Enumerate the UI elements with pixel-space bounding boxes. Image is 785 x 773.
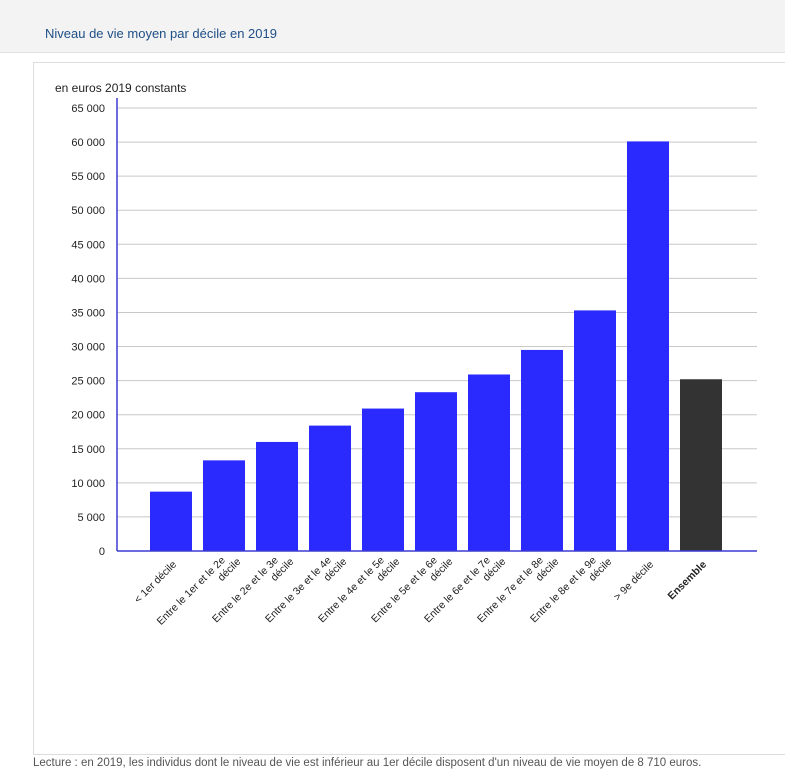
bar-decile-5 — [362, 408, 404, 551]
x-tick-text: Ensemble — [666, 559, 710, 603]
x-tick-label: > 9e décile — [612, 559, 657, 604]
x-tick-line: > 9e décile — [612, 559, 657, 604]
bar-chart: 0 5 000 10 000 15 000 20 000 25 000 30 000 35 0… — [55, 81, 757, 628]
x-tick-line: < 1er décile — [132, 559, 179, 606]
y-tick-label: 25 000 — [71, 376, 105, 388]
reading-note: Lecture : en 2019, les individus dont le… — [33, 757, 702, 769]
bars — [150, 141, 722, 551]
y-tick-label: 50 000 — [71, 205, 105, 217]
page-title: Niveau de vie moyen par décile en 2019 — [45, 26, 277, 41]
y-tick-label: 15 000 — [71, 444, 105, 456]
y-tick-label: 55 000 — [71, 171, 105, 183]
unit-label: en euros 2019 constants — [55, 81, 186, 95]
x-tick-line: Ensemble — [666, 559, 710, 603]
y-tick-label: 35 000 — [71, 307, 105, 319]
y-tick-label: 40 000 — [71, 273, 105, 285]
bar-decile-2 — [203, 460, 245, 551]
chart-header: Niveau de vie moyen par décile en 2019 — [0, 0, 785, 53]
y-tick-label: 60 000 — [71, 137, 105, 149]
axes — [116, 98, 757, 552]
x-tick-label: Ensemble — [666, 559, 710, 603]
bar-decile-4 — [309, 425, 351, 551]
bar-decile-10 — [627, 141, 669, 551]
y-tick-label: 10 000 — [71, 478, 105, 490]
x-tick-text: > 9e décile — [612, 559, 657, 604]
y-tick-label: 20 000 — [71, 410, 105, 422]
y-tick-label: 5 000 — [77, 512, 105, 524]
bar-decile-9 — [574, 310, 616, 551]
x-tick-label: < 1er décile — [132, 559, 179, 606]
bar-decile-3 — [256, 441, 298, 551]
x-tick-text: < 1er décile — [132, 559, 179, 606]
bar-decile-8 — [521, 349, 563, 551]
bar-decile-6 — [415, 392, 457, 551]
y-tick-label: 65 000 — [71, 103, 105, 115]
bar-decile-7 — [468, 374, 510, 551]
y-tick-label: 45 000 — [71, 239, 105, 251]
y-tick-label: 0 — [99, 546, 105, 558]
bar-ensemble — [680, 379, 722, 551]
y-tick-label: 30 000 — [71, 342, 105, 354]
bar-decile-1 — [150, 491, 192, 551]
y-tick-labels: 0 5 000 10 000 15 000 20 000 25 000 30 000 35 0… — [71, 103, 105, 558]
